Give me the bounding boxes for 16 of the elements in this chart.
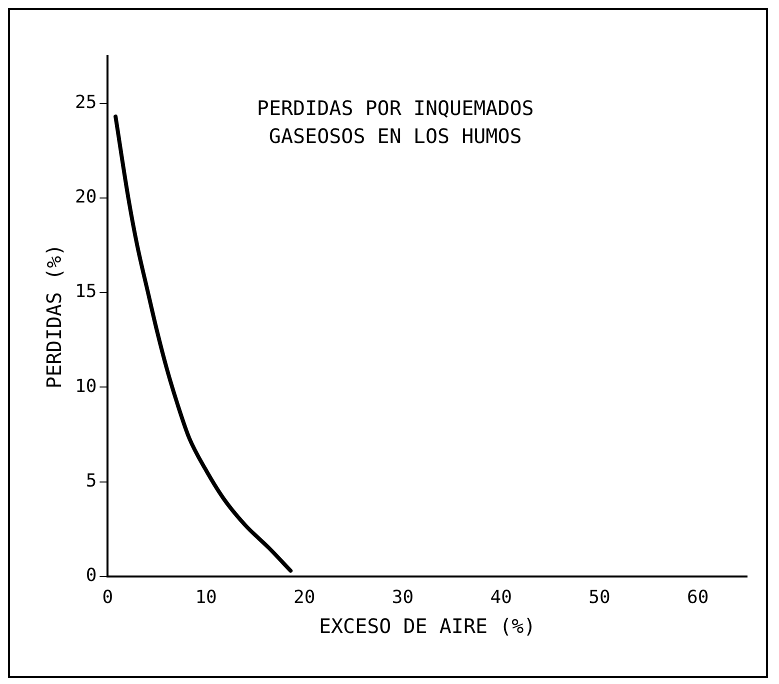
x-axis-title: EXCESO DE AIRE (%) bbox=[318, 614, 536, 638]
x-tick-label: 0 bbox=[102, 586, 114, 608]
y-axis-title: PERDIDAS (%) bbox=[42, 244, 66, 388]
x-tick-label: 20 bbox=[294, 586, 316, 608]
y-tick-label: 10 bbox=[74, 376, 97, 397]
y-tick-label: 20 bbox=[74, 186, 97, 208]
x-tick-label: 30 bbox=[392, 586, 414, 608]
annotation: PERDIDAS POR INQUEMADOS GASEOSOS EN LOS HUMOS bbox=[256, 96, 534, 148]
y-tick-label: 0 bbox=[86, 565, 97, 586]
x-tick-label: 60 bbox=[686, 586, 709, 608]
y-tick-label: 5 bbox=[86, 470, 97, 492]
x-tick-label: 50 bbox=[588, 586, 610, 608]
x-tick-label: 40 bbox=[490, 586, 512, 608]
x-tick-label: 10 bbox=[195, 586, 217, 608]
y-tick-label: 15 bbox=[74, 281, 97, 302]
y-tick-label: 25 bbox=[74, 92, 97, 113]
